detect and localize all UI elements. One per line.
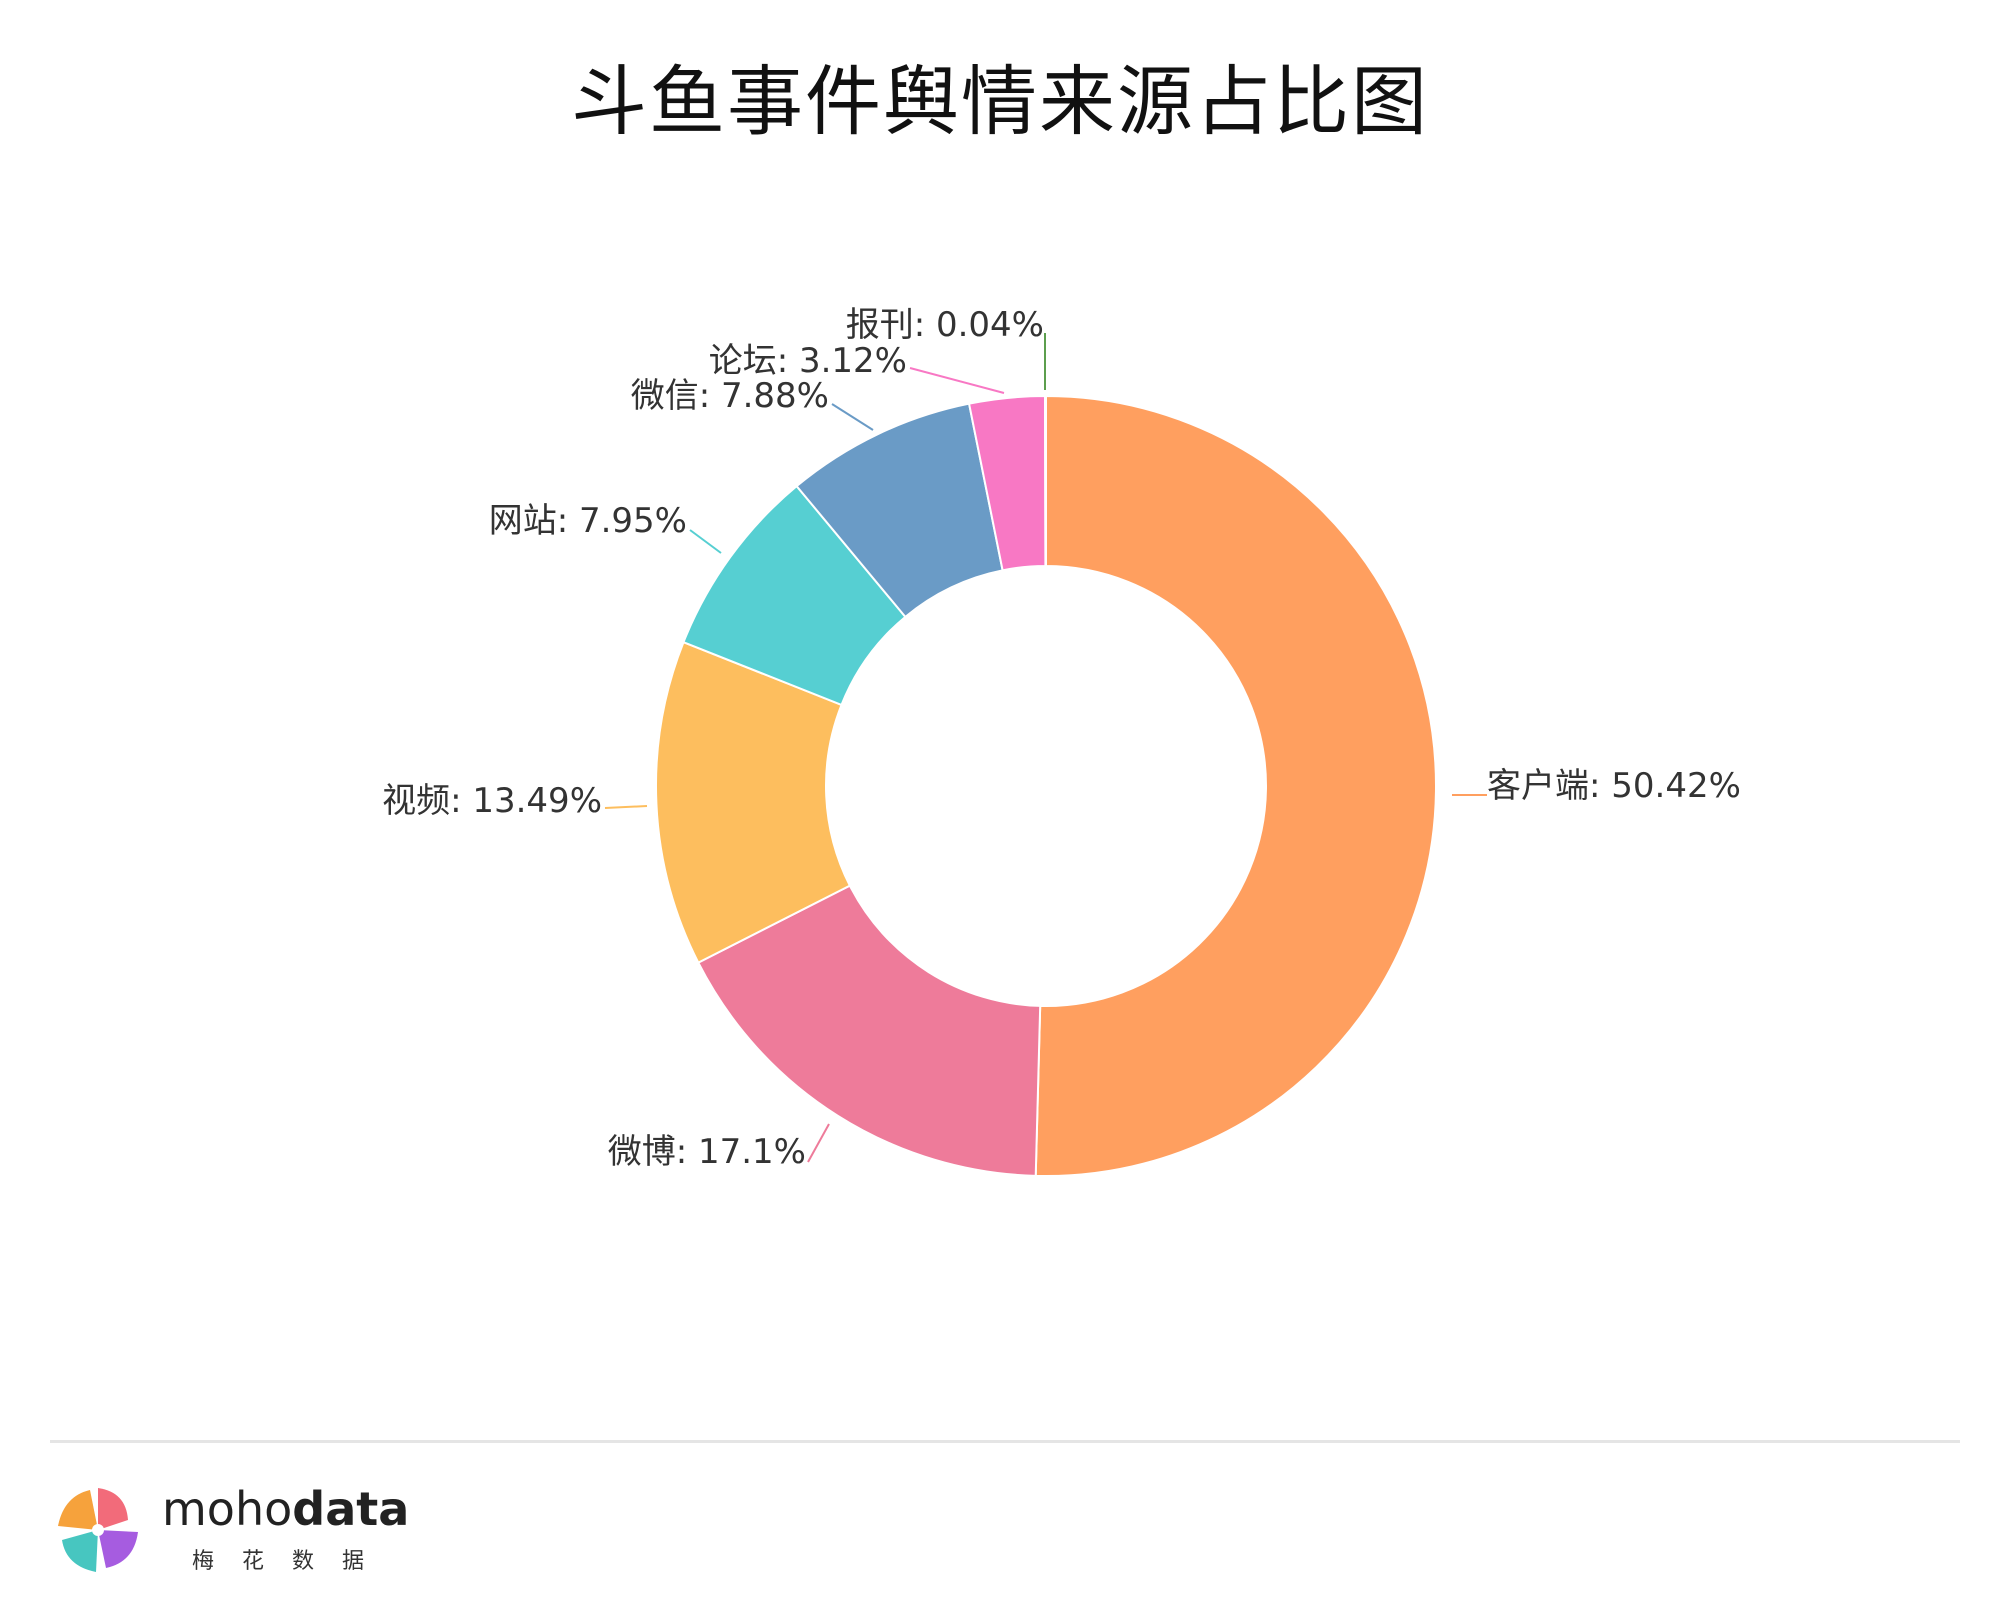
slice-论坛-label: 论坛: 3.12% xyxy=(709,341,907,381)
slice-报刊 xyxy=(1044,394,1047,568)
slice-微博 xyxy=(696,884,1042,1177)
slice-视频-leader-line xyxy=(604,805,648,809)
slice-客户端 xyxy=(1034,394,1438,1177)
brand-name: mohodata xyxy=(162,1482,409,1536)
slice-微博-leader-line xyxy=(807,1123,830,1163)
chart-title: 斗鱼事件舆情来源占比图 xyxy=(571,57,1429,146)
mohodata-logo-icon xyxy=(58,1488,138,1572)
slice-网站-leader-line xyxy=(689,529,722,554)
labels-layer: 客户端: 50.42% 微博: 17.1% 视频: 13.49% 网站: 7.95% 微… xyxy=(382,305,1741,1172)
slice-视频-label: 视频: 13.49% xyxy=(382,781,602,821)
slice-报刊-label: 报刊: 0.04% xyxy=(846,305,1044,345)
slices-layer xyxy=(655,394,1438,1177)
slice-微信-leader-line xyxy=(831,403,874,431)
brand-subtitle: 梅花数据 xyxy=(192,1549,393,1574)
brand-name-bold: data xyxy=(292,1482,410,1536)
leader-lines-layer xyxy=(604,333,1487,1163)
slice-论坛-leader-line xyxy=(909,367,1005,394)
slice-微博-label: 微博: 17.1% xyxy=(608,1132,806,1172)
footer-divider xyxy=(50,1440,1960,1443)
slice-客户端-label: 客户端: 50.42% xyxy=(1487,766,1741,806)
slice-微信-label: 微信: 7.88% xyxy=(631,376,829,416)
brand-name-light: moho xyxy=(162,1482,293,1536)
slice-视频 xyxy=(655,640,852,964)
slice-网站-label: 网站: 7.95% xyxy=(489,501,687,541)
